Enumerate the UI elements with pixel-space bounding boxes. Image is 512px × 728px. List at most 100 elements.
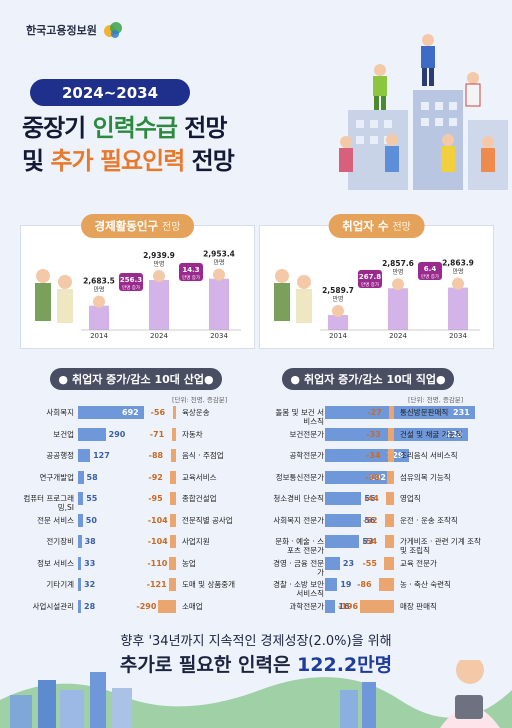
decrease-value-label: -71 [149, 429, 165, 439]
increase-value-label: 220 [445, 429, 463, 439]
decrease-value-label: -27 [367, 408, 382, 417]
increase-callout [358, 270, 382, 288]
industry-unit: [단위: 천명, 증감분] [172, 396, 228, 404]
increase-bar [325, 599, 336, 613]
value-label: 2,683.5 [83, 277, 115, 286]
increase-value-label: 19 [340, 580, 352, 589]
increase-bar [78, 427, 106, 441]
decrease-value-label: -34 [366, 451, 381, 460]
decrease-category-label: 농업 [182, 558, 196, 568]
increase-value-label: 56 [364, 515, 376, 525]
decrease-category-label: 섬유의복 기능직 [400, 472, 451, 482]
decrease-category-label: 통신방문판매직 [400, 408, 449, 417]
decrease-value-label: -44 [364, 494, 379, 503]
org-name: 한국고용정보원 [26, 24, 97, 37]
increase-category-label: 사업시설관리 [32, 601, 74, 611]
person-head-icon [153, 270, 165, 283]
industry-section-header: ● 취업자 증가/감소 10대 산업 ● [50, 368, 222, 390]
increase-value-label: 290 [108, 429, 126, 439]
increase-bar [78, 406, 144, 419]
increase-bar [325, 470, 392, 484]
decrease-value-label: -104 [147, 537, 168, 546]
increase-bar [78, 556, 82, 570]
increase-bar [325, 427, 468, 441]
increase-category-label: 공공행정 [46, 451, 74, 460]
value-label: 2,857.6 [382, 259, 414, 268]
year-tick-label: 2024 [150, 332, 168, 340]
increase-bar [325, 535, 360, 548]
people-illustration [35, 269, 73, 323]
decrease-bar [360, 599, 394, 613]
decrease-category-label: 매장 판매직 [400, 601, 437, 611]
increase-category-label: 청소경비 단순직 [273, 494, 324, 503]
unit-label: 만명 [332, 295, 343, 303]
decrease-value-label: -110 [147, 558, 168, 568]
year-tick-label: 2014 [90, 332, 108, 340]
occupation-unit: [단위: 천명, 증감분] [408, 396, 464, 404]
employed-title: 취업자 수 전망 [328, 214, 425, 238]
person-head-icon [213, 268, 225, 281]
decrease-category-label: 교육 전문가 [400, 558, 437, 568]
increase-value-label: 692 [122, 408, 139, 417]
decrease-bar [384, 535, 394, 548]
workers-illustration [339, 34, 508, 190]
increase-category-label: 기타기계 [46, 580, 74, 589]
increase-category-label: 사회복지 전문가 [273, 515, 324, 525]
increase-value-label: 33 [84, 558, 96, 568]
decrease-value-label: -56 [150, 408, 166, 417]
increase-value-label: 28 [84, 601, 96, 611]
population-bar [328, 315, 348, 330]
labor-force-card: 경제활동인구 전망 2,683.5 만명 2014 2,939.9 만명 2024 2,95… [20, 214, 255, 349]
increase-category-label: 돌봄 및 보건 서비스직 [275, 408, 324, 426]
increase-value-label: 102 [369, 472, 386, 482]
decrease-value-label: -33 [366, 429, 381, 439]
period-badge: 2024~2034 [30, 79, 190, 106]
increase-value-label: 129 [386, 451, 404, 460]
decrease-bar [379, 578, 394, 591]
increase-callout [179, 263, 203, 281]
increase-callout [418, 262, 442, 280]
increase-category-label: 컴퓨터 프로그래밍,SI [23, 494, 74, 512]
increase-bar [325, 492, 362, 505]
footer-note: 향후 '34년까지 지속적인 경제성장(2.0%)을 위해 [120, 634, 392, 649]
increase-unit: 만명 증가 [361, 281, 379, 288]
increase-category-label: 공학전문가 [289, 451, 325, 460]
increase-bar [78, 470, 84, 484]
increase-value-label: 23 [342, 558, 355, 568]
employed-chart: 2,589.7만명20142,857.6만명20242,863.9만명20342… [274, 259, 480, 340]
decrease-bar [387, 470, 394, 484]
decrease-bar [158, 599, 176, 613]
increase-bar [78, 513, 83, 527]
decrease-category-label: 육상운송 [182, 408, 210, 417]
population-bar [149, 280, 169, 330]
year-tick-label: 2034 [210, 332, 228, 340]
increase-category-label: 정보 서비스 [37, 558, 74, 568]
increase-category-label: 과학전문가 [289, 601, 325, 611]
decrease-category-label: 교육서비스 [182, 472, 217, 482]
increase-bar [325, 513, 362, 527]
increase-bar [325, 578, 338, 591]
decrease-category-label: 영업직 [400, 494, 421, 503]
increase-bar [325, 449, 409, 462]
increase-bar [78, 449, 91, 462]
increase-value-label: 127 [93, 451, 110, 460]
decrease-bar [386, 492, 394, 505]
increase-value: 14.3 [182, 266, 199, 274]
decrease-category-label: 운전 · 운송 조작직 [400, 515, 458, 525]
decrease-category-label: 음식 · 주점업 [182, 451, 224, 460]
increase-unit: 만명 증가 [122, 284, 140, 291]
decrease-category-label: 소매업 [182, 601, 203, 611]
decrease-value-label: -88 [148, 451, 164, 460]
decrease-bar [389, 406, 394, 419]
leaf-logo-icon [103, 22, 122, 38]
increase-callout [119, 273, 143, 291]
page-title: 중장기 인력수급 전망 및 추가 필요인력 전망 [22, 114, 235, 175]
unit-label: 만명 [213, 259, 224, 267]
unit-label: 만명 [93, 286, 104, 294]
decrease-value-label: -54 [362, 537, 378, 546]
person-head-icon [332, 305, 344, 318]
value-label: 2,589.7 [322, 286, 354, 295]
increase-bar [325, 556, 340, 570]
increase-value-label: 16 [338, 601, 350, 611]
increase-category-label: 연구개발업 [39, 472, 75, 482]
